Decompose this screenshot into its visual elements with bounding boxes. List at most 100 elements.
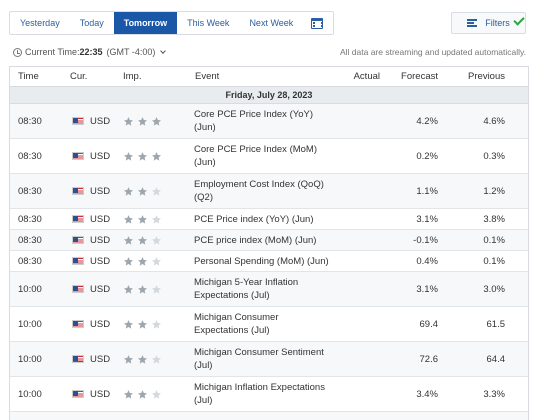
row-event[interactable]: PCE Price index (YoY) (Jun) — [194, 213, 314, 225]
table-row[interactable]: U.S. Baker Hughes Oil Rig — [10, 412, 528, 420]
star-filled-icon — [137, 256, 148, 267]
star-filled-icon — [137, 354, 148, 365]
row-event[interactable]: Core PCE Price Index (MoM) (Jun) — [194, 144, 318, 168]
row-previous: 1.2% — [483, 185, 505, 197]
tab-today[interactable]: Today — [79, 18, 104, 28]
row-event[interactable]: Michigan 5-Year Inflation Expectations (… — [194, 277, 299, 301]
row-forecast: 0.4% — [416, 255, 438, 267]
tab-yesterday[interactable]: Yesterday — [20, 18, 60, 28]
row-time: 08:30 — [18, 150, 42, 162]
current-time-prefix: Current Time: — [25, 47, 80, 57]
star-filled-icon — [151, 151, 162, 162]
star-filled-icon — [123, 319, 134, 330]
currency-code: USD — [90, 353, 111, 365]
row-currency: USD — [62, 116, 115, 127]
clock-icon — [13, 47, 22, 57]
streaming-notice: All data are streaming and updated autom… — [339, 47, 526, 57]
row-currency: USD — [62, 389, 115, 400]
row-currency: USD — [62, 186, 115, 197]
row-forecast: 3.4% — [416, 388, 438, 400]
tab-next-week[interactable]: Next Week — [249, 18, 294, 28]
row-time: 10:00 — [18, 283, 42, 295]
star-filled-icon — [123, 116, 134, 127]
row-time: 08:30 — [18, 185, 42, 197]
star-filled-icon — [123, 284, 134, 295]
table-row[interactable]: 08:30 USD Core PCE Price Index (MoM) (Jun)… — [10, 139, 528, 174]
table-row[interactable]: 08:30 USD Employment Cost Index (QoQ) (Q2)… — [10, 174, 528, 209]
star-empty-icon — [151, 284, 162, 295]
star-empty-icon — [151, 389, 162, 400]
col-header-currency: Cur. — [70, 71, 88, 82]
current-time-selector[interactable]: Current Time: 22:35 (GMT -4:00) — [13, 47, 167, 57]
currency-code: USD — [90, 150, 111, 162]
economic-calendar-table: Time Cur. Imp. Event Actual Forecast Pre… — [9, 66, 529, 420]
row-time: 10:00 — [18, 318, 42, 330]
row-event[interactable]: Michigan Inflation Expectations (Jul) — [194, 382, 325, 406]
row-importance — [115, 284, 187, 295]
row-importance — [115, 319, 187, 330]
row-forecast: 4.2% — [416, 115, 438, 127]
star-filled-icon — [123, 151, 134, 162]
filters-button[interactable]: Filters — [451, 12, 526, 34]
star-empty-icon — [151, 319, 162, 330]
us-flag-icon — [72, 117, 84, 125]
currency-code: USD — [90, 185, 111, 197]
table-row[interactable]: 08:30 USD PCE price index (MoM) (Jun) -0.1%… — [10, 230, 528, 251]
table-row[interactable]: 08:30 USD Personal Spending (MoM) (Jun) 0.4… — [10, 251, 528, 272]
row-event[interactable]: Michigan Consumer Expectations (Jul) — [194, 312, 279, 336]
timezone-label: (GMT -4:00) — [106, 47, 156, 57]
row-forecast: 0.2% — [416, 150, 438, 162]
row-currency: USD — [62, 235, 115, 246]
row-currency: USD — [62, 354, 115, 365]
row-time: 08:30 — [18, 115, 42, 127]
row-currency: USD — [62, 151, 115, 162]
tab-this-week[interactable]: This Week — [187, 18, 230, 28]
row-forecast: 3.1% — [416, 283, 438, 295]
row-currency: USD — [62, 256, 115, 267]
chevron-down-icon — [160, 48, 167, 54]
date-range-tabs: Yesterday Today Tomorrow This Week Next … — [9, 11, 335, 35]
row-event[interactable]: Michigan Consumer Sentiment (Jul) — [194, 347, 324, 371]
table-row[interactable]: 10:00 USD Michigan 5-Year Inflation Expect… — [10, 272, 528, 307]
row-importance — [115, 151, 187, 162]
currency-code: USD — [90, 388, 111, 400]
us-flag-icon — [72, 187, 84, 195]
filters-label: Filters — [485, 18, 510, 28]
row-forecast: -0.1% — [413, 234, 438, 246]
current-time-value: 22:35 — [79, 47, 103, 57]
us-flag-icon — [72, 390, 84, 398]
star-filled-icon — [137, 116, 148, 127]
row-previous: 3.3% — [483, 388, 505, 400]
star-empty-icon — [151, 354, 162, 365]
tab-tomorrow[interactable]: Tomorrow — [113, 12, 178, 34]
row-event[interactable]: Core PCE Price Index (YoY) (Jun) — [194, 109, 313, 133]
table-row[interactable]: 10:00 USD Michigan Consumer Sentiment (Jul… — [10, 342, 528, 377]
table-row[interactable]: 10:00 USD Michigan Inflation Expectations … — [10, 377, 528, 412]
row-event[interactable]: Employment Cost Index (QoQ) (Q2) — [194, 179, 324, 203]
currency-code: USD — [90, 283, 111, 295]
star-filled-icon — [151, 116, 162, 127]
row-event[interactable]: Personal Spending (MoM) (Jun) — [194, 255, 329, 267]
row-importance — [115, 256, 187, 267]
row-forecast: 1.1% — [416, 185, 438, 197]
star-filled-icon — [123, 389, 134, 400]
row-currency: USD — [62, 214, 115, 225]
row-event[interactable]: PCE price index (MoM) (Jun) — [194, 234, 317, 246]
col-header-importance: Imp. — [123, 71, 142, 82]
star-filled-icon — [123, 214, 134, 225]
table-row[interactable]: 08:30 USD Core PCE Price Index (YoY) (Jun)… — [10, 104, 528, 139]
col-header-forecast: Forecast — [401, 71, 438, 82]
row-time: 08:30 — [18, 234, 42, 246]
row-importance — [115, 354, 187, 365]
star-filled-icon — [137, 389, 148, 400]
star-empty-icon — [151, 214, 162, 225]
star-filled-icon — [137, 284, 148, 295]
star-filled-icon — [123, 186, 134, 197]
star-filled-icon — [123, 354, 134, 365]
col-header-time: Time — [18, 71, 39, 82]
row-previous: 61.5 — [486, 318, 506, 330]
row-previous: 3.0% — [483, 283, 505, 295]
calendar-button[interactable] — [303, 12, 333, 34]
table-row[interactable]: 10:00 USD Michigan Consumer Expectations (… — [10, 307, 528, 342]
table-row[interactable]: 08:30 USD PCE Price index (YoY) (Jun) 3.1% 3… — [10, 209, 528, 230]
